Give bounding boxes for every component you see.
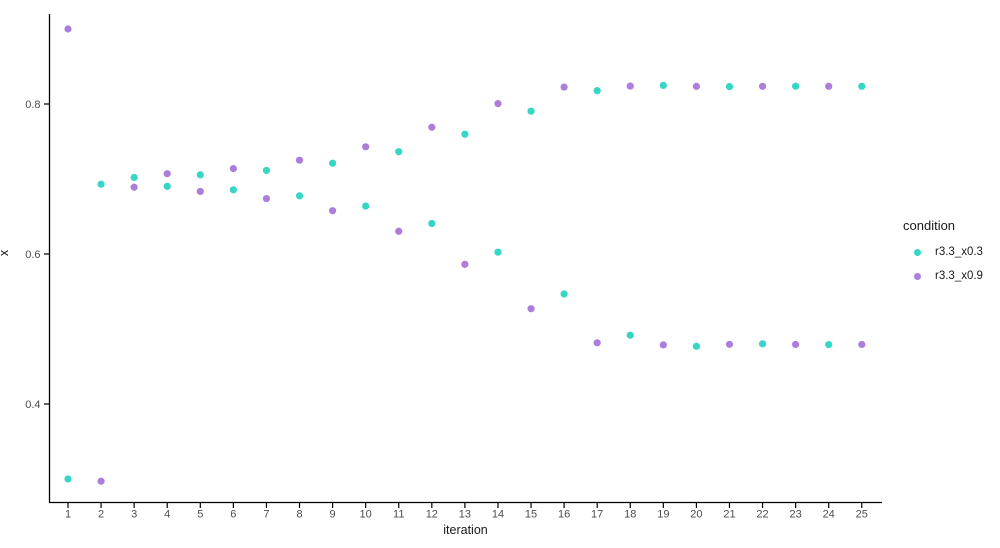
y-tick-label: 0.8 [25, 99, 40, 111]
x-tick-label: 4 [164, 509, 170, 521]
data-point-r3.3_x0.9 [494, 100, 502, 108]
data-point-r3.3_x0.3 [229, 186, 237, 194]
data-point-r3.3_x0.3 [395, 148, 403, 156]
data-point-r3.3_x0.9 [262, 194, 271, 203]
y-axis-title: x [0, 233, 11, 273]
legend-key-dot-purple-icon [914, 272, 921, 280]
data-point-r3.3_x0.3 [461, 130, 469, 138]
x-tick-label: 11 [393, 509, 404, 521]
data-point-r3.3_x0.9 [825, 82, 833, 90]
legend-item-r33-x09: r3.3_x0.9 [896, 264, 998, 288]
data-point-r3.3_x0.9 [64, 25, 72, 33]
data-point-r3.3_x0.3 [262, 166, 271, 175]
legend-key-dot-teal-icon [914, 248, 921, 256]
data-point-r3.3_x0.9 [858, 340, 866, 349]
x-tick-label: 12 [426, 509, 438, 521]
x-tick-label: 18 [624, 509, 636, 521]
legend-item-label: r3.3_x0.9 [935, 270, 983, 282]
x-tick-label: 7 [263, 509, 269, 521]
data-point-r3.3_x0.3 [527, 107, 535, 115]
data-point-r3.3_x0.9 [229, 164, 237, 173]
x-tick-label: 10 [360, 509, 372, 521]
data-point-r3.3_x0.9 [725, 340, 734, 348]
data-point-r3.3_x0.9 [560, 83, 568, 91]
data-point-r3.3_x0.9 [758, 82, 767, 90]
data-point-r3.3_x0.3 [295, 192, 304, 200]
data-point-r3.3_x0.9 [130, 183, 138, 191]
data-point-r3.3_x0.3 [428, 219, 436, 228]
x-tick-label: 17 [591, 509, 603, 521]
data-point-r3.3_x0.3 [626, 331, 634, 339]
data-point-r3.3_x0.3 [758, 340, 767, 348]
x-tick-label: 2 [98, 509, 104, 521]
x-tick-label: 19 [657, 509, 669, 521]
data-point-r3.3_x0.3 [659, 81, 667, 89]
data-point-r3.3_x0.9 [593, 339, 601, 347]
legend-title: condition [903, 218, 956, 233]
data-point-r3.3_x0.3 [825, 341, 833, 349]
data-point-r3.3_x0.3 [858, 82, 866, 90]
x-tick-label: 13 [459, 509, 471, 521]
data-point-r3.3_x0.3 [97, 180, 105, 188]
data-point-r3.3_x0.3 [792, 82, 800, 90]
data-point-r3.3_x0.3 [725, 83, 734, 91]
data-point-r3.3_x0.9 [328, 207, 337, 215]
x-tick-label: 22 [756, 509, 768, 521]
data-point-r3.3_x0.9 [196, 187, 204, 196]
data-point-r3.3_x0.9 [461, 260, 469, 268]
y-tick-label: 0.6 [25, 249, 40, 261]
x-tick-label: 14 [492, 509, 504, 521]
x-axis-title: iteration [443, 523, 488, 537]
data-point-r3.3_x0.9 [692, 82, 701, 90]
data-point-r3.3_x0.3 [196, 171, 204, 179]
x-tick-label: 3 [131, 509, 137, 521]
x-tick-label: 5 [197, 509, 203, 521]
legend-item-label: r3.3_x0.3 [935, 246, 983, 258]
data-point-r3.3_x0.9 [163, 170, 171, 178]
data-point-r3.3_x0.9 [295, 156, 304, 164]
x-tick-label: 23 [790, 509, 802, 521]
x-tick-label: 24 [823, 509, 835, 521]
data-point-r3.3_x0.3 [692, 342, 701, 350]
data-point-r3.3_x0.9 [626, 82, 634, 90]
data-point-r3.3_x0.3 [362, 202, 370, 210]
data-point-r3.3_x0.9 [527, 305, 535, 313]
data-point-r3.3_x0.3 [163, 182, 171, 190]
y-tick-label: 0.4 [25, 399, 40, 411]
data-point-r3.3_x0.9 [395, 227, 403, 235]
data-point-r3.3_x0.3 [494, 248, 502, 256]
data-point-r3.3_x0.3 [560, 290, 568, 298]
data-point-r3.3_x0.3 [64, 475, 72, 483]
data-point-r3.3_x0.9 [428, 123, 436, 131]
legend-item-r33-x03: r3.3_x0.3 [896, 240, 998, 264]
data-point-r3.3_x0.9 [659, 341, 667, 349]
data-point-r3.3_x0.9 [792, 340, 800, 349]
data-point-r3.3_x0.9 [97, 477, 105, 485]
x-tick-label: 21 [723, 509, 735, 521]
data-point-r3.3_x0.3 [328, 159, 337, 167]
x-tick-label: 25 [856, 509, 868, 521]
legend: condition r3.3_x0.3 r3.3_x0.9 [896, 218, 998, 288]
x-tick-label: 8 [296, 509, 302, 521]
x-tick-label: 20 [690, 509, 702, 521]
data-point-r3.3_x0.3 [593, 87, 601, 95]
x-tick-label: 16 [558, 509, 570, 521]
x-tick-label: 6 [230, 509, 236, 521]
x-tick-label: 9 [330, 509, 336, 521]
data-point-r3.3_x0.3 [130, 173, 138, 182]
x-tick-label: 1 [65, 509, 71, 521]
x-tick-label: 15 [525, 509, 537, 521]
data-point-r3.3_x0.9 [362, 143, 370, 151]
